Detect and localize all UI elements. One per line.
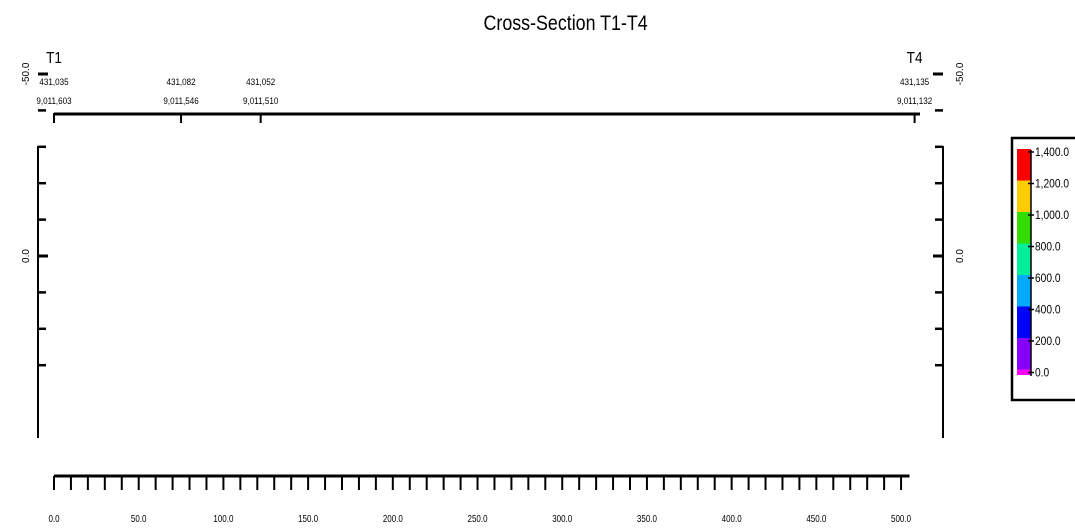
- chart-title: Cross-Section T1-T4: [484, 12, 648, 36]
